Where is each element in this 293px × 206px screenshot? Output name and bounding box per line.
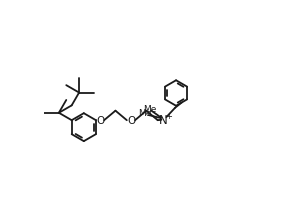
Text: N: N	[159, 113, 168, 126]
Text: +: +	[165, 111, 172, 120]
Text: Me: Me	[144, 104, 157, 113]
Text: Me: Me	[138, 109, 152, 118]
Text: O: O	[127, 116, 135, 126]
Text: O: O	[96, 116, 105, 126]
